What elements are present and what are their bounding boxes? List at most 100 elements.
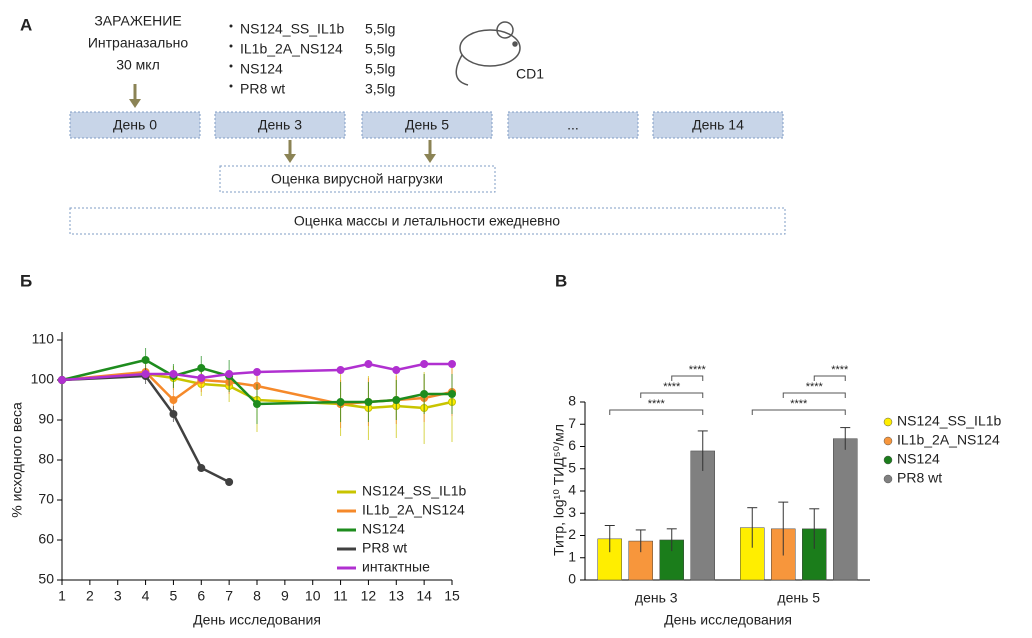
panel-label: Б: [20, 271, 32, 290]
legend-swatch: [883, 436, 893, 446]
x-tick-label: 2: [86, 588, 94, 604]
significance-bracket: [609, 409, 704, 415]
animal-label: CD1: [516, 66, 544, 82]
y-tick-label: 100: [31, 371, 55, 387]
y-tick-label: 2: [568, 526, 576, 542]
point: [169, 370, 178, 378]
panel-label: А: [20, 15, 32, 34]
strain-dose: 3,5lg: [365, 81, 395, 97]
x-tick-label: 10: [305, 588, 321, 604]
y-axis-label: % исходного веса: [9, 402, 25, 518]
day-label: День 14: [692, 117, 744, 133]
y-tick-label: 7: [568, 415, 576, 431]
day-box: [214, 111, 346, 139]
legend-label: IL1b_2A_NS124: [897, 432, 1000, 448]
y-axis-label: Титр, log¹⁰ ТИД⁵⁰/мл: [551, 424, 567, 556]
x-tick-label: 5: [170, 588, 178, 604]
point: [392, 396, 401, 404]
daily-label: Оценка массы и летальности ежедневно: [294, 213, 560, 229]
x-tick-label: 4: [142, 588, 150, 604]
day-label: День 5: [405, 117, 449, 133]
x-tick-label: 7: [225, 588, 233, 604]
point: [225, 370, 234, 378]
y-tick-label: 90: [38, 411, 54, 427]
significance-label: ****: [648, 398, 666, 410]
y-tick-label: 8: [568, 393, 576, 409]
strain-dose: 5,5lg: [365, 61, 395, 77]
point: [253, 368, 261, 376]
legend-label: NS124: [897, 451, 940, 467]
x-tick-label: 14: [416, 588, 432, 604]
legend-swatch: [883, 455, 893, 465]
significance-bracket: [640, 392, 704, 398]
point: [364, 398, 373, 406]
y-tick-label: 6: [568, 437, 576, 453]
arrow-head: [424, 154, 436, 163]
strain-name: IL1b_2A_NS124: [240, 41, 343, 57]
strain-name: NS124_SS_IL1b: [240, 21, 345, 37]
point: [336, 366, 345, 374]
day-label: День 0: [113, 117, 157, 133]
significance-label: ****: [689, 364, 707, 376]
infection-text: 30 мкл: [116, 57, 160, 73]
strain-dose: 5,5lg: [365, 41, 395, 57]
y-tick-label: 3: [568, 504, 576, 520]
point: [448, 360, 456, 368]
day-box: [361, 111, 493, 139]
bullet: [229, 24, 233, 28]
significance-label: ****: [831, 364, 849, 376]
significance-label: ****: [806, 381, 824, 393]
x-tick-label: 12: [361, 588, 377, 604]
point: [336, 398, 345, 406]
point: [197, 374, 206, 382]
x-axis-label: День исследования: [193, 612, 321, 628]
x-tick-label: день 3: [635, 590, 678, 606]
point: [197, 364, 206, 372]
day-label: День 3: [258, 117, 302, 133]
bullet: [229, 84, 233, 88]
point: [197, 464, 206, 472]
point: [141, 370, 150, 378]
point: [448, 390, 456, 398]
x-tick-label: 6: [197, 588, 205, 604]
legend-swatch: [883, 474, 893, 484]
y-tick-label: 110: [32, 331, 55, 347]
x-tick-label: 9: [281, 588, 289, 604]
day-box: [69, 111, 201, 139]
y-tick-label: 4: [568, 482, 576, 498]
point: [169, 410, 178, 418]
y-tick-label: 70: [38, 491, 54, 507]
daily-box: [69, 207, 786, 235]
significance-bracket: [671, 375, 704, 381]
legend-label: PR8 wt: [362, 540, 407, 556]
legend-label: NS124: [362, 521, 405, 537]
y-tick-label: 1: [568, 548, 576, 564]
significance-label: ****: [663, 381, 681, 393]
y-tick-label: 50: [38, 571, 54, 587]
x-axis-label: День исследования: [664, 612, 792, 628]
point: [58, 376, 66, 384]
y-tick-label: 5: [568, 459, 576, 475]
day-label: ...: [567, 117, 579, 133]
bar: [690, 450, 715, 581]
infection-text: Интраназально: [88, 35, 189, 51]
point: [169, 396, 178, 404]
significance-bracket: [751, 409, 846, 415]
bullet: [229, 64, 233, 68]
point: [141, 356, 150, 364]
mouse-icon: [455, 21, 521, 86]
significance-bracket: [813, 375, 846, 381]
panel-label: В: [555, 271, 567, 290]
strain-name: NS124: [240, 61, 283, 77]
point: [225, 478, 234, 486]
arrow-head: [129, 99, 141, 108]
y-tick-label: 60: [38, 531, 54, 547]
bullet: [229, 44, 233, 48]
point: [420, 360, 429, 368]
legend-label: интактные: [362, 559, 430, 575]
x-tick-label: 1: [58, 588, 66, 604]
x-tick-label: 13: [388, 588, 404, 604]
strain-name: PR8 wt: [240, 81, 285, 97]
x-tick-label: 8: [253, 588, 261, 604]
